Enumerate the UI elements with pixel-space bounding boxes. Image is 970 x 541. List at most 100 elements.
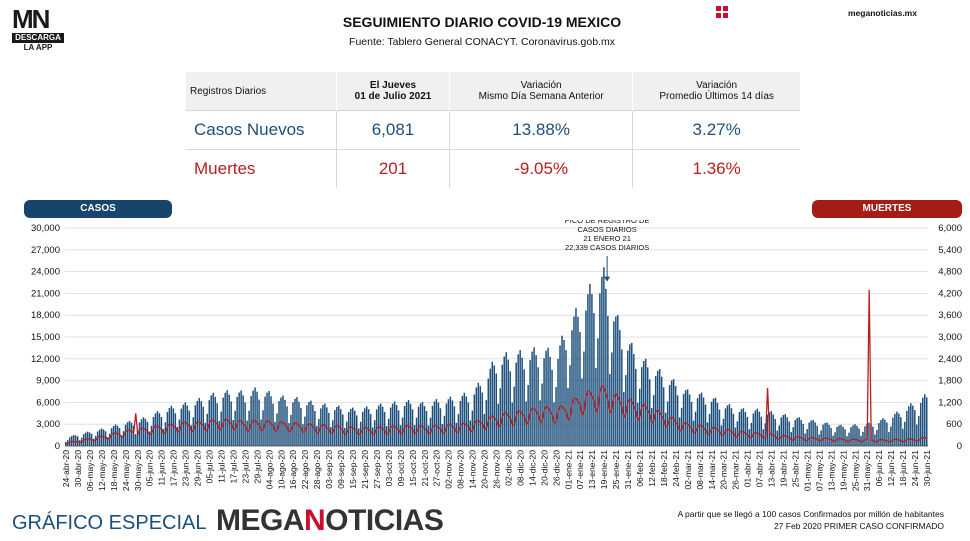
casos-bar: [433, 401, 436, 446]
casos-bar: [226, 390, 228, 446]
casos-bar: [128, 421, 131, 446]
x-tick-label: 13-may-21: [826, 450, 836, 491]
casos-bar: [611, 352, 613, 446]
casos-bar: [513, 386, 515, 446]
casos-bar: [828, 424, 830, 446]
casos-bar: [180, 408, 183, 446]
casos-bar: [684, 390, 687, 446]
casos-bar: [529, 360, 531, 446]
casos-bar: [926, 397, 928, 446]
casos-bar: [593, 313, 595, 446]
casos-bar: [908, 406, 910, 446]
casos-bar: [330, 426, 332, 446]
casos-bar: [650, 408, 653, 446]
casos-bar: [375, 409, 378, 446]
casos-bar: [493, 365, 495, 446]
casos-bar: [164, 422, 167, 446]
casos-bar: [204, 422, 207, 446]
casos-bar: [413, 425, 416, 446]
casos-bar: [178, 419, 181, 446]
casos-bar: [583, 351, 585, 446]
casos-bar: [607, 315, 609, 446]
casos-bar: [820, 430, 822, 446]
casos-bar: [479, 386, 482, 446]
casos-bar: [635, 368, 637, 446]
casos-bar: [848, 432, 850, 446]
casos-bar: [571, 330, 573, 446]
casos-bar: [712, 398, 715, 446]
casos-bar: [702, 397, 705, 446]
casos-bar: [674, 386, 677, 446]
casos-axis-label: CASOS: [24, 200, 172, 218]
casos-bar: [904, 421, 906, 446]
row-casos: Casos Nuevos 6,081 13.88% 3.27%: [186, 110, 800, 150]
casos-bar: [106, 437, 109, 446]
casos-bar: [862, 432, 864, 446]
casos-bar: [569, 365, 571, 446]
casos-bar: [559, 345, 561, 446]
casos-bar: [274, 421, 276, 446]
casos-bar: [228, 394, 230, 446]
x-tick-label: 15-oct-20: [408, 450, 418, 487]
y-tick-right: 0: [957, 441, 962, 452]
casos-bar: [644, 358, 647, 446]
casos-bar: [160, 417, 163, 446]
y-tick-left: 24,000: [31, 267, 60, 278]
casos-bar: [158, 413, 161, 446]
meganoticias-brand[interactable]: MEGANOTICIAS: [216, 504, 444, 538]
casos-bar: [523, 369, 525, 446]
x-tick-label: 27-oct-20: [432, 450, 442, 487]
casos-bar: [633, 354, 635, 446]
x-tick-label: 26-mar-21: [731, 450, 741, 490]
header-date: El Jueves 01 de Julio 2021: [336, 72, 450, 111]
header-var-14d: Variación Promedio Últimos 14 días: [632, 72, 800, 111]
casos-bar: [910, 403, 912, 446]
casos-bar: [371, 427, 374, 446]
casos-bar: [527, 384, 529, 446]
casos-bar: [312, 404, 314, 446]
casos-bar: [130, 422, 133, 446]
casos-bar: [694, 411, 697, 446]
casos-bar: [535, 355, 537, 446]
casos-bar: [728, 404, 731, 446]
casos-bar: [627, 350, 629, 447]
casos-bar: [914, 410, 916, 446]
x-tick-label: 05-jun-20: [145, 450, 155, 487]
casos-bar: [439, 408, 442, 446]
casos-bar: [920, 402, 922, 446]
x-tick-label: 02-dic-20: [503, 450, 513, 486]
y-tick-right: 3,000: [938, 332, 962, 343]
casos-bar: [264, 396, 266, 446]
casos-bar: [670, 380, 673, 446]
grid-menu-icon[interactable]: [716, 6, 728, 18]
casos-bar: [142, 417, 145, 446]
x-tick-label: 06-may-20: [85, 450, 95, 491]
logo-descarga-label: DESCARGA: [12, 33, 64, 43]
casos-bar: [507, 359, 509, 446]
casos-bar: [796, 418, 798, 446]
casos-bar: [892, 417, 894, 446]
site-url[interactable]: meganoticias.mx: [848, 8, 917, 18]
casos-bar: [668, 384, 671, 446]
casos-bar: [246, 420, 248, 446]
casos-bar: [455, 422, 458, 446]
x-tick-label: 24-feb-21: [671, 450, 681, 487]
x-tick-label: 08-dic-20: [515, 450, 525, 486]
header-var-week: Variación Mismo Día Semana Anterior: [449, 72, 634, 111]
mn-logo[interactable]: MN DESCARGA LA APP: [12, 6, 64, 53]
casos-bar: [405, 402, 408, 446]
casos-bar: [800, 420, 802, 446]
casos-bar: [244, 402, 246, 446]
casos-bar: [270, 396, 272, 446]
y-tick-right: 6,000: [938, 223, 962, 234]
casos-bar: [391, 403, 394, 446]
casos-bar: [772, 414, 775, 446]
casos-bar: [722, 418, 725, 446]
footer-note: A partir que se llegó a 100 casos Confir…: [678, 508, 945, 532]
brand-part-a: MEGA: [216, 504, 305, 537]
casos-bar: [268, 391, 270, 446]
casos-bar: [256, 391, 258, 446]
x-tick-label: 17-jul-20: [228, 450, 238, 484]
casos-bar: [411, 409, 414, 446]
casos-bar: [555, 387, 557, 446]
